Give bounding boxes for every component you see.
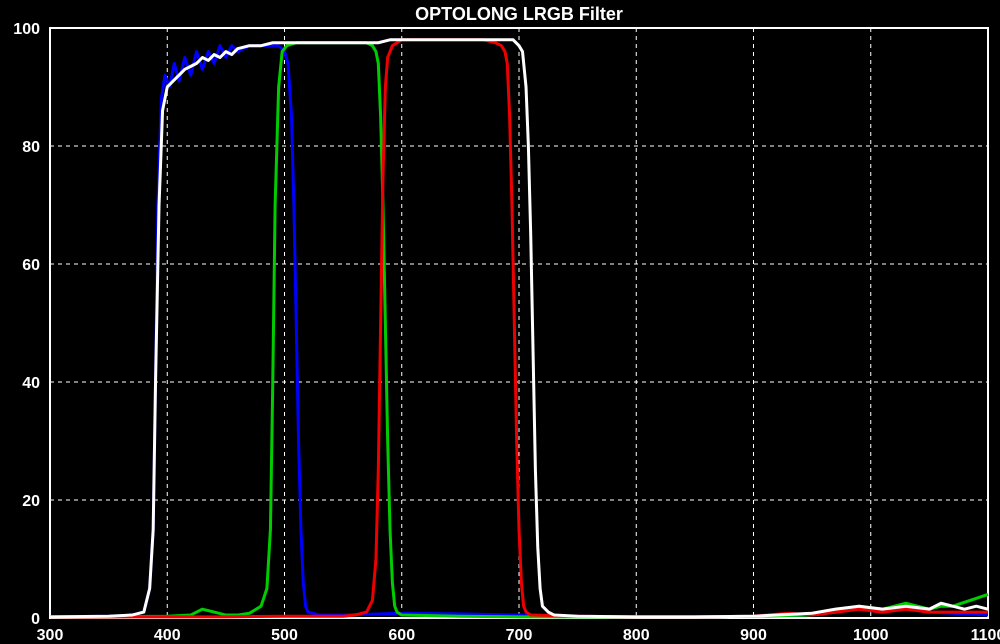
x-tick-label: 700 (506, 627, 533, 644)
y-tick-label: 80 (22, 139, 40, 156)
x-tick-label: 300 (37, 627, 64, 644)
x-tick-label: 400 (154, 627, 181, 644)
x-tick-label: 600 (388, 627, 415, 644)
chart-container: 300 400 500 600 700 800 900 1000 1100 0 20 40 60 80 10… (0, 0, 1000, 644)
y-tick-label: 20 (22, 493, 40, 510)
x-tick-label: 1100 (971, 627, 1000, 644)
x-tick-label: 500 (271, 627, 298, 644)
x-tick-label: 1000 (853, 627, 889, 644)
chart-title: OPTOLONG LRGB Filter (415, 4, 623, 24)
y-tick-label: 100 (13, 21, 40, 38)
x-tick-label: 900 (740, 627, 767, 644)
chart-background (0, 0, 1000, 644)
x-tick-label: 800 (623, 627, 650, 644)
y-tick-label: 60 (22, 257, 40, 274)
transmission-chart: 300 400 500 600 700 800 900 1000 1100 0 20 40 60 80 10… (0, 0, 1000, 644)
y-tick-label: 0 (31, 611, 40, 628)
y-tick-label: 40 (22, 375, 40, 392)
